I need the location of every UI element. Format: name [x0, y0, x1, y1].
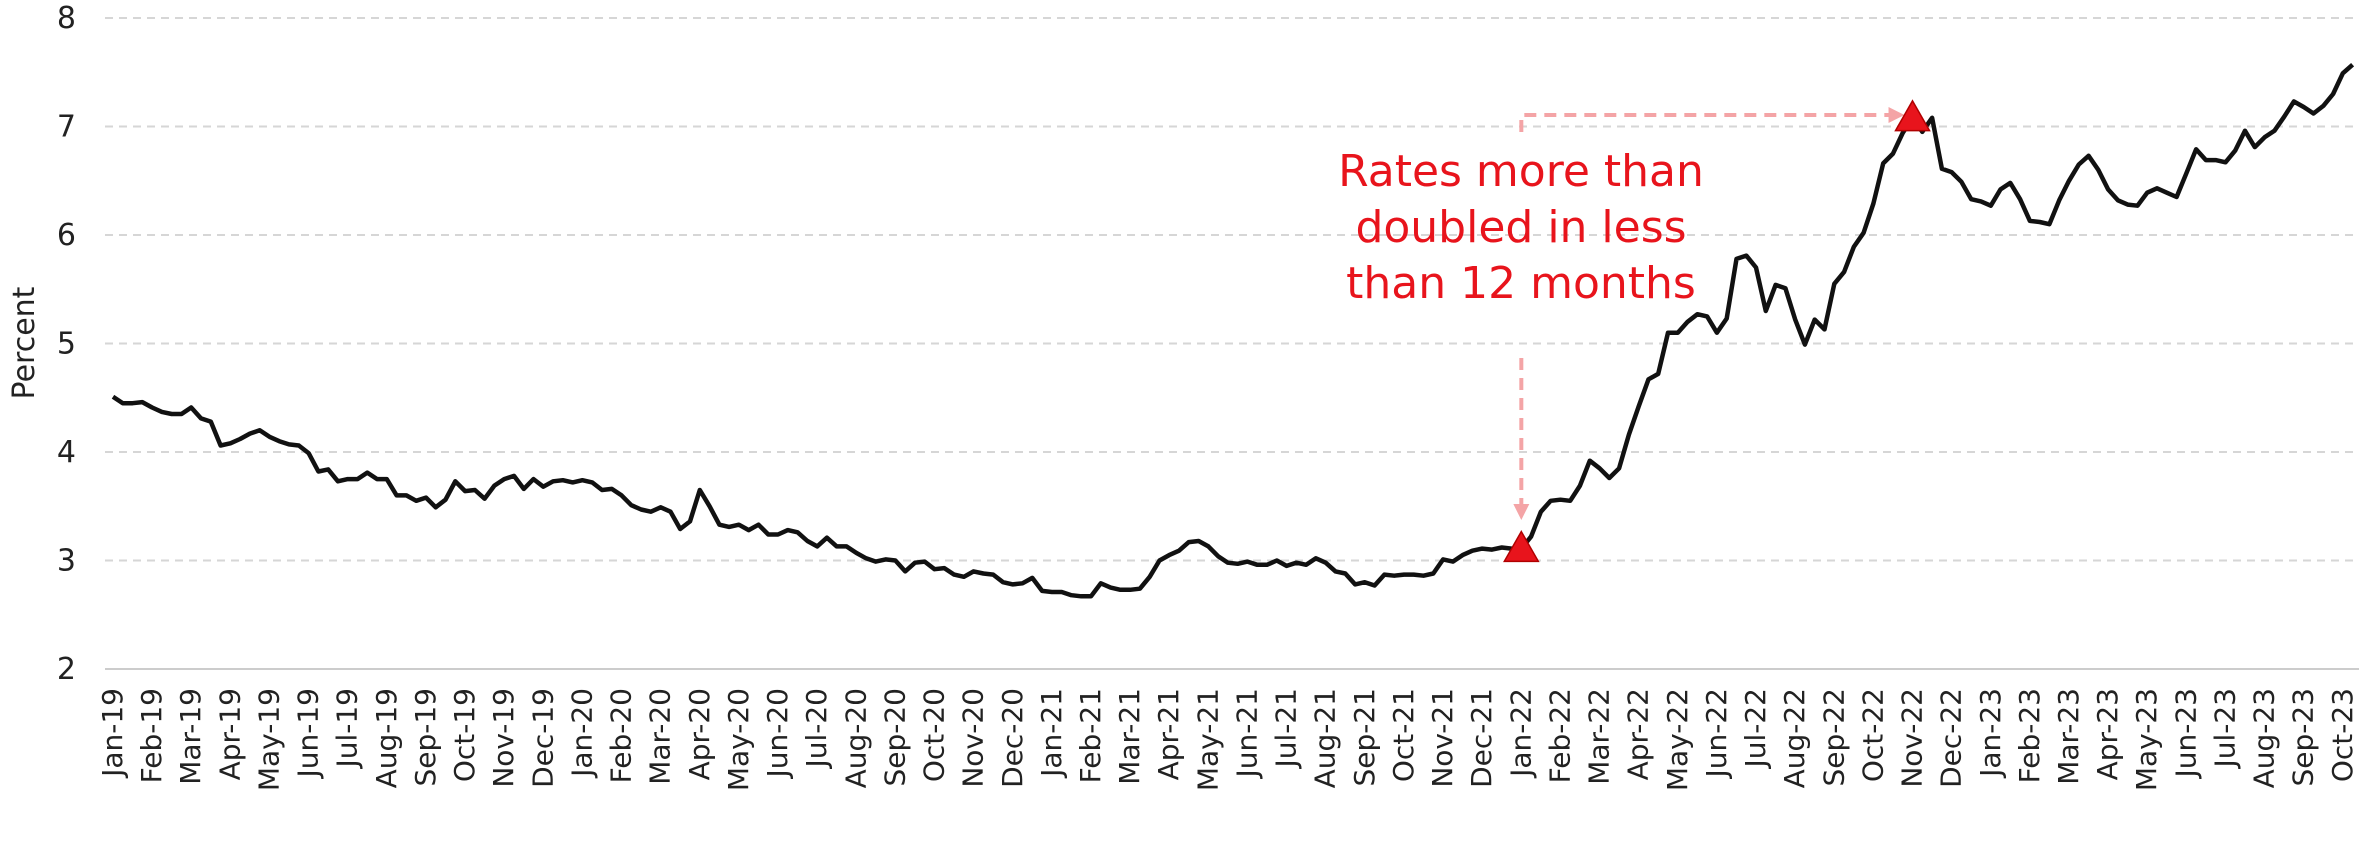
x-tick-label: Jul-22	[1739, 688, 1772, 770]
annotation-text: than 12 months	[1346, 258, 1696, 309]
x-tick-label: Mar-22	[1583, 688, 1616, 785]
data-line	[111, 63, 2355, 599]
x-tick-label: Apr-23	[2091, 688, 2124, 780]
x-tick-label: Nov-22	[1896, 688, 1929, 788]
annotation-text: doubled in less	[1355, 202, 1686, 253]
x-tick-label: Sep-21	[1348, 688, 1381, 787]
x-tick-label: Sep-22	[1817, 688, 1850, 787]
x-tick-label: Aug-20	[839, 688, 872, 788]
x-tick-label: Oct-20	[918, 688, 951, 782]
x-tick-label: Mar-21	[1113, 688, 1146, 785]
x-tick-label: Mar-20	[644, 688, 677, 785]
x-tick-label: Aug-22	[1778, 688, 1811, 788]
x-tick-label: Nov-19	[487, 688, 520, 788]
y-tick-label: 7	[57, 110, 76, 145]
highlight-marker	[1503, 530, 1540, 563]
x-tick-label: Aug-21	[1309, 688, 1342, 788]
x-tick-label: Nov-20	[957, 688, 990, 788]
x-tick-label: Jan-22	[1504, 688, 1537, 779]
x-tick-label: Feb-22	[1543, 688, 1576, 783]
y-axis-label: Percent	[7, 286, 42, 399]
x-tick-label: Feb-23	[2013, 688, 2046, 783]
highlight-marker	[1894, 99, 1931, 132]
x-tick-label: Jun-19	[292, 688, 325, 779]
x-tick-label: May-21	[1191, 688, 1224, 791]
x-tick-label: Jul-21	[1270, 688, 1303, 770]
x-tick-label: Nov-21	[1426, 688, 1459, 788]
x-tick-label: Feb-20	[605, 688, 638, 783]
x-tick-label: Mar-19	[174, 688, 207, 785]
x-tick-label: Dec-22	[1935, 688, 1968, 788]
x-tick-label: May-19	[252, 688, 285, 791]
x-tick-label: Apr-19	[213, 688, 246, 780]
y-tick-label: 2	[57, 652, 76, 687]
x-tick-label: Aug-23	[2248, 688, 2281, 788]
arrow-across	[1519, 107, 1905, 132]
y-tick-label: 8	[57, 1, 76, 36]
x-tick-label: Jan-21	[1035, 688, 1068, 779]
y-tick-label: 6	[57, 218, 76, 253]
x-tick-label: Mar-23	[2052, 688, 2085, 785]
y-tick-label: 3	[57, 544, 76, 579]
x-tick-label: Apr-22	[1622, 688, 1655, 780]
y-tick-label: 5	[57, 327, 76, 362]
x-tick-label: Jan-20	[565, 688, 598, 779]
x-tick-label: May-22	[1661, 688, 1694, 791]
x-tick-label: May-23	[2130, 688, 2163, 791]
x-tick-label: Apr-20	[683, 688, 716, 780]
x-tick-label: Aug-19	[370, 688, 403, 788]
x-tick-label: Sep-19	[409, 688, 442, 787]
x-tick-label: Jun-21	[1230, 688, 1263, 779]
x-tick-label: Jul-19	[331, 688, 364, 770]
x-tick-label: Jun-20	[761, 688, 794, 779]
x-tick-label: May-20	[722, 688, 755, 791]
y-tick-label: 4	[57, 435, 76, 470]
x-tick-label: Jun-22	[1700, 688, 1733, 779]
x-tick-label: Oct-19	[448, 688, 481, 782]
x-tick-label: Jul-20	[800, 688, 833, 770]
x-tick-label: Dec-19	[526, 688, 559, 788]
x-tick-label: Oct-22	[1856, 688, 1889, 782]
x-tick-label: Oct-21	[1387, 688, 1420, 782]
x-tick-label: Feb-21	[1074, 688, 1107, 783]
x-tick-label: Jan-19	[96, 688, 129, 779]
x-tick-label: Apr-21	[1152, 688, 1185, 780]
x-tick-label: Jun-23	[2169, 688, 2202, 779]
x-tick-label: Dec-21	[1465, 688, 1498, 788]
annotation-text: Rates more than	[1338, 146, 1704, 197]
x-tick-label: Oct-23	[2326, 688, 2359, 782]
x-tick-label: Feb-19	[135, 688, 168, 783]
x-tick-label: Jul-23	[2208, 688, 2241, 770]
x-tick-label: Dec-20	[996, 688, 1029, 788]
x-tick-label: Sep-20	[878, 688, 911, 787]
x-tick-label: Jan-23	[1974, 688, 2007, 779]
x-tick-label: Sep-23	[2287, 688, 2320, 787]
